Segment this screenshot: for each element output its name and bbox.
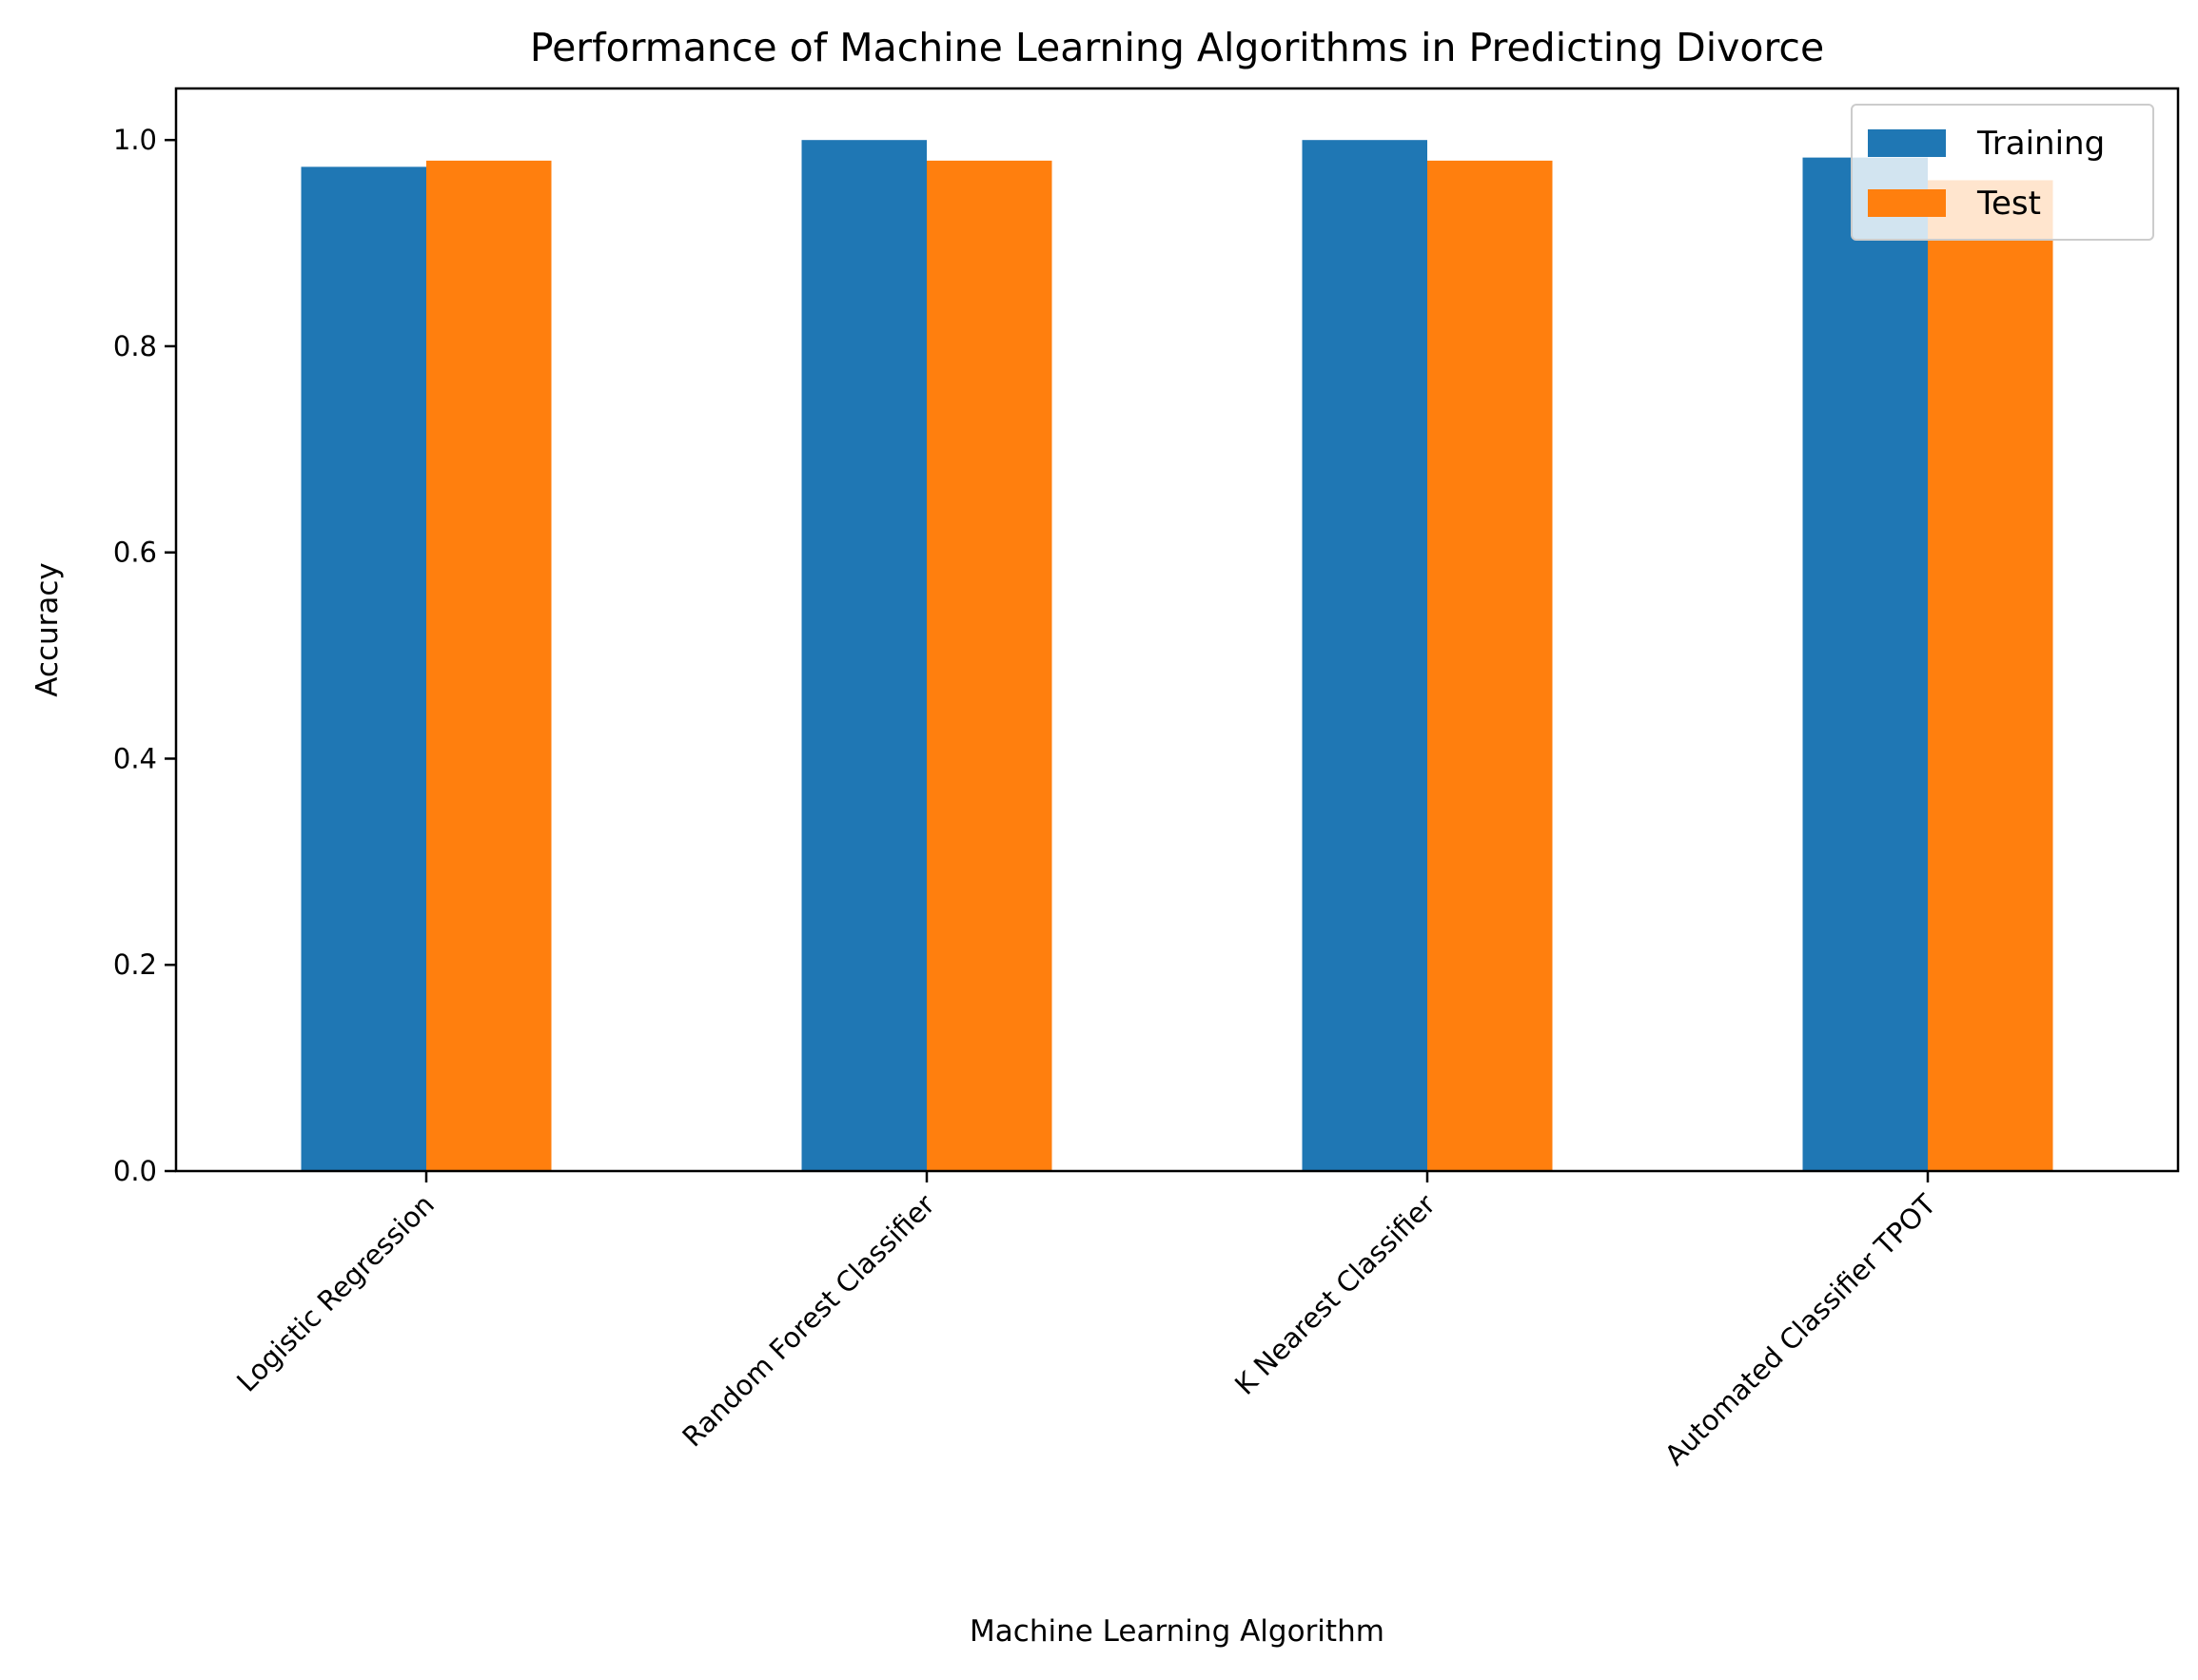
legend-swatch-test [1868, 189, 1946, 217]
y-tick-label: 1.0 [113, 124, 157, 156]
y-tick-label: 0.4 [113, 742, 157, 774]
y-tick-label: 0.2 [113, 948, 157, 981]
bar-training-3 [1802, 157, 1928, 1171]
bars-layer [301, 140, 2053, 1172]
bar-test-1 [927, 160, 1052, 1171]
bar-training-0 [301, 166, 426, 1172]
bar-test-0 [426, 160, 552, 1171]
bar-test-2 [1427, 160, 1553, 1171]
legend-label-test: Test [1976, 185, 2041, 223]
chart-title: Performance of Machine Learning Algorith… [530, 25, 1824, 70]
y-axis-label: Accuracy [30, 562, 65, 697]
y-tick-label: 0.6 [113, 537, 157, 569]
y-tick-label: 0.0 [113, 1155, 157, 1187]
legend-label-training: Training [1976, 125, 2105, 163]
y-axis: 0.0 0.2 0.4 0.6 0.8 1.0 [113, 124, 176, 1187]
plot-frame [174, 87, 2180, 1173]
bar-training-2 [1302, 140, 1427, 1172]
bar-training-1 [801, 140, 927, 1172]
bar-test-3 [1928, 180, 2053, 1172]
legend-swatch-training [1868, 129, 1946, 157]
y-tick-label: 0.8 [113, 330, 157, 362]
legend: Training Test [1851, 104, 2154, 241]
x-axis-label: Machine Learning Algorithm [970, 1614, 1384, 1649]
